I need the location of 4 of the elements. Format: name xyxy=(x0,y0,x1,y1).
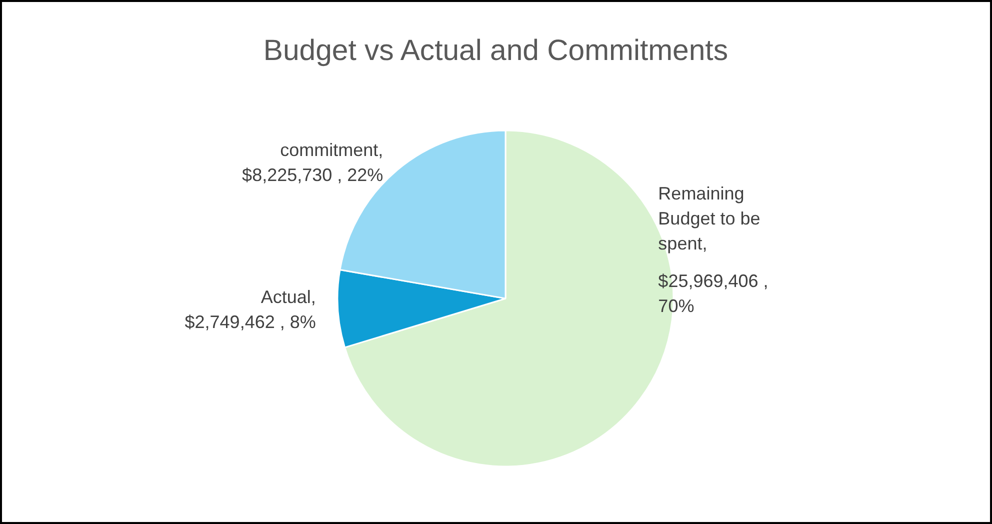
chart-title: Budget vs Actual and Commitments xyxy=(263,34,728,67)
slice-label: Actual, $2,749,462 , 8% xyxy=(184,287,316,332)
slice-label: commitment, $8,225,730 , 22% xyxy=(242,140,384,185)
slice-label: Remaining Budget to be spent, $25,969,406 , 70% xyxy=(658,184,768,316)
